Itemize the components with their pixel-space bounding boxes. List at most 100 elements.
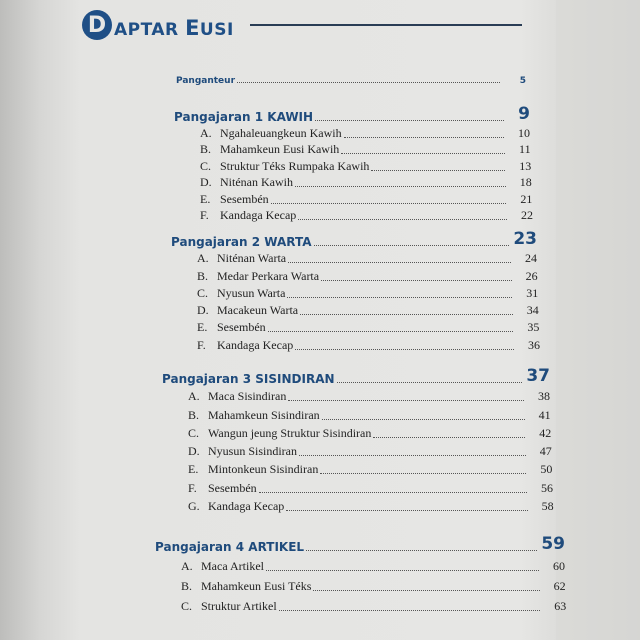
- section-label: Pangajaran 4 ARTIKEL: [155, 540, 305, 554]
- entry-label: Niténan Warta: [217, 251, 287, 266]
- entry-letter: F.: [200, 208, 209, 222]
- leader-dots: [320, 473, 527, 475]
- entry-page: 60: [553, 559, 565, 573]
- toc-entry[interactable]: E. Mintonkeun Sisindiran 50: [162, 459, 552, 477]
- section-heading[interactable]: Pangajaran 2 WARTA 23: [171, 227, 537, 249]
- toc-entry[interactable]: C. Nyusun Warta 31: [171, 284, 538, 301]
- toc-entry[interactable]: A. Maca Sisindiran 38: [162, 386, 550, 404]
- toc-entry[interactable]: E. Sesembén 21: [174, 190, 532, 207]
- section-heading[interactable]: Pangajaran 1 KAWIH 9: [174, 102, 530, 124]
- section-page: 23: [513, 229, 537, 249]
- entry-label: Nyusun Sisindiran: [208, 444, 298, 459]
- leader-dots: [321, 418, 525, 420]
- toc-entry[interactable]: B. Mahamkeun Eusi Téks 62: [155, 574, 566, 594]
- toc-entry[interactable]: B. Mahamkeun Eusi Kawih 11: [174, 141, 531, 158]
- adjacent-page: [556, 0, 640, 640]
- entry-page: 58: [541, 499, 554, 514]
- leader-dots: [373, 436, 526, 438]
- toc-entry[interactable]: F. Sesembén 56: [162, 477, 553, 495]
- toc-entry[interactable]: A. Ngahaleuangkeun Kawih 10: [174, 124, 530, 141]
- entry-page: 11: [519, 142, 531, 156]
- title-part: E: [185, 16, 200, 40]
- leader-dots: [288, 400, 524, 402]
- entry-page: 18: [519, 175, 532, 189]
- entry-letter: F.: [197, 337, 206, 352]
- entry-page: 21: [520, 191, 533, 206]
- entry-letter: C.: [197, 285, 209, 300]
- section-label: Pangajaran 3 SISINDIRAN: [162, 372, 335, 386]
- entry-label: Nyusun Warta: [217, 285, 286, 300]
- entry-label: Kandaga Kecap: [217, 337, 294, 352]
- leader-dots: [237, 82, 500, 83]
- leader-dots: [300, 314, 513, 316]
- entry-label: Wangun jeung Struktur Sisindiran: [208, 425, 372, 440]
- leader-dots: [298, 219, 507, 220]
- toc-entry[interactable]: B. Mahamkeun Sisindiran 41: [162, 404, 551, 422]
- entry-label: Niténan Kawih: [220, 175, 293, 189]
- entry-page: 56: [541, 480, 553, 495]
- entry-page: 42: [539, 425, 552, 440]
- leader-dots: [295, 348, 514, 350]
- leader-dots: [313, 245, 510, 246]
- preface-entry[interactable]: Panganteur 5: [176, 76, 526, 86]
- toc-section: Pangajaran 3 SISINDIRAN 37 A. Maca Sisin…: [162, 364, 554, 514]
- entry-letter: A.: [200, 125, 212, 140]
- entry-page: 22: [521, 208, 533, 222]
- section-heading[interactable]: Pangajaran 4 ARTIKEL 59: [155, 532, 565, 554]
- toc-entry[interactable]: B. Medar Perkara Warta 26: [171, 266, 538, 283]
- page-title: D APTAR EUSI: [82, 6, 234, 40]
- entry-letter: D.: [188, 444, 200, 459]
- entry-label: Sesembén: [217, 320, 266, 335]
- toc-entry[interactable]: G. Kandaga Kecap 58: [162, 496, 554, 514]
- leader-dots: [315, 120, 504, 121]
- section-label: Pangajaran 1 KAWIH: [174, 110, 314, 124]
- toc-entry[interactable]: F. Kandaga Kecap 36: [171, 335, 540, 352]
- entry-page: 50: [540, 462, 553, 477]
- toc-entry[interactable]: E. Sesembén 35: [171, 318, 539, 335]
- entry-page: 24: [525, 251, 537, 266]
- entry-label: Panganteur: [176, 76, 236, 86]
- entry-label: Mahamkeun Eusi Téks: [201, 579, 312, 593]
- entry-page: 10: [518, 125, 530, 140]
- entry-label: Sesembén: [220, 191, 269, 206]
- leader-dots: [294, 186, 506, 187]
- entry-letter: A.: [197, 251, 209, 266]
- entry-page: 38: [538, 389, 550, 404]
- entry-letter: B.: [200, 142, 212, 156]
- entry-label: Mintonkeun Sisindiran: [208, 462, 319, 477]
- title-part: APTAR: [114, 20, 186, 40]
- leader-dots: [267, 331, 514, 333]
- section-heading[interactable]: Pangajaran 3 SISINDIRAN 37: [162, 364, 550, 386]
- entry-letter: G.: [188, 499, 200, 514]
- entry-label: Kandaga Kecap: [208, 499, 285, 514]
- entry-label: Macakeun Warta: [217, 303, 299, 318]
- toc-entry[interactable]: D. Macakeun Warta 34: [171, 301, 539, 318]
- toc-entry[interactable]: C. Struktur Artikel 63: [155, 594, 566, 614]
- entry-letter: F.: [188, 480, 197, 495]
- entry-letter: C.: [188, 425, 200, 440]
- entry-page: 62: [553, 579, 566, 593]
- toc-entry[interactable]: F. Kandaga Kecap 22: [174, 207, 533, 224]
- toc-section: Pangajaran 4 ARTIKEL 59 A. Maca Artikel …: [155, 532, 566, 614]
- entry-letter: B.: [181, 579, 193, 593]
- entry-label: Sesembén: [208, 480, 257, 495]
- entry-label: Ngahaleuangkeun Kawih: [220, 125, 342, 140]
- entry-page: 5: [519, 76, 526, 86]
- entry-letter: E.: [188, 462, 199, 477]
- toc-section: Pangajaran 2 WARTA 23 A. Niténan Warta 2…: [171, 227, 540, 353]
- entry-label: Maca Sisindiran: [208, 389, 287, 404]
- leader-dots: [299, 455, 526, 457]
- leader-dots: [306, 550, 538, 551]
- leader-dots: [321, 279, 512, 281]
- section-label: Pangajaran 2 WARTA: [171, 235, 312, 249]
- toc-entry[interactable]: D. Niténan Kawih 18: [174, 174, 532, 191]
- toc-entry[interactable]: C. Struktur Téks Rumpaka Kawih 13: [174, 157, 531, 174]
- section-page: 59: [541, 534, 565, 554]
- entry-letter: D.: [197, 303, 209, 318]
- toc-entry[interactable]: A. Niténan Warta 24: [171, 249, 537, 266]
- toc-entry[interactable]: A. Maca Artikel 60: [155, 554, 565, 574]
- leader-dots: [286, 510, 528, 512]
- leader-dots: [265, 570, 539, 571]
- toc-entry[interactable]: C. Wangun jeung Struktur Sisindiran 42: [162, 423, 551, 441]
- toc-entry[interactable]: D. Nyusun Sisindiran 47: [162, 441, 552, 459]
